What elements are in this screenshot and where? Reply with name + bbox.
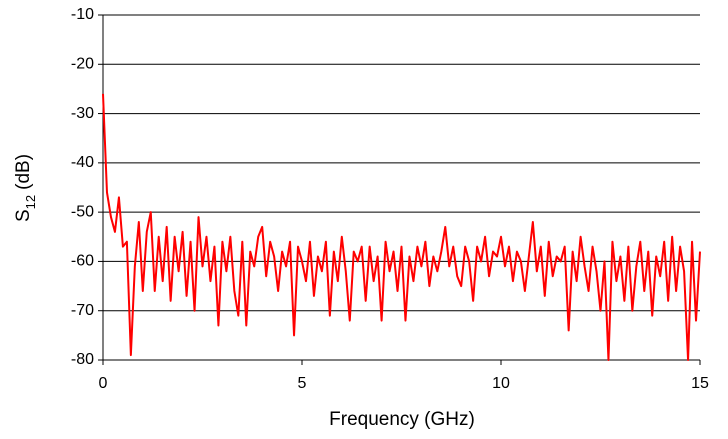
x-tick-label: 15 (691, 375, 709, 392)
y-tick-label: -10 (71, 6, 94, 23)
y-tick-label: -40 (71, 154, 94, 171)
y-tick-label: -20 (71, 56, 94, 73)
x-tick-label: 5 (298, 375, 307, 392)
y-tick-label: -30 (71, 105, 94, 122)
y-label-main: S (13, 209, 34, 222)
data-line (102, 93, 701, 361)
x-tick-label: 0 (99, 375, 108, 392)
y-tick-label: -50 (71, 203, 94, 220)
y-tick-label: -70 (71, 302, 94, 319)
x-tick-label: 10 (492, 375, 510, 392)
y-label-unit: (dB) (13, 154, 34, 190)
x-axis-label: Frequency (GHz) (329, 409, 475, 430)
y-axis-label: S12 (dB) (13, 154, 38, 222)
y-label-sub: 12 (23, 195, 38, 209)
y-tick-label: -80 (71, 351, 94, 368)
y-tick-label: -60 (71, 253, 94, 270)
